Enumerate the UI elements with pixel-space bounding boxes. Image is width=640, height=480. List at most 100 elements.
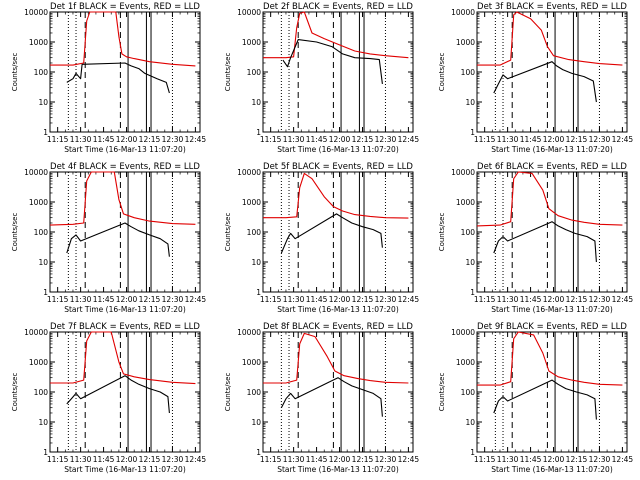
- x-tick-label: 11:15: [260, 135, 282, 144]
- x-tick-label: 12:15: [352, 295, 374, 304]
- plot-frame: [49, 11, 201, 133]
- y-tick-label: 100: [461, 228, 476, 237]
- plot-frame: [262, 331, 414, 453]
- y-tick-label: 1000: [242, 358, 261, 367]
- x-tick-label: 12:00: [543, 295, 565, 304]
- y-tick-label: 1: [470, 128, 475, 137]
- y-axis-label: Counts/sec: [224, 53, 232, 92]
- x-tick-label: 11:30: [283, 295, 305, 304]
- y-axis-label: Counts/sec: [438, 53, 446, 92]
- y-tick-label: 1000: [456, 38, 475, 47]
- plot-frame: [49, 171, 201, 293]
- lld-series-line: [263, 11, 409, 59]
- y-tick-label: 10: [38, 258, 48, 267]
- x-tick-label: 11:15: [474, 295, 496, 304]
- x-tick-label: 12:00: [329, 135, 351, 144]
- chart-panel: Det 7f BLACK = Events, RED = LLD 1 10 100 10…: [11, 322, 206, 474]
- x-tick-label: 12:30: [162, 455, 184, 464]
- chart-panel: Det 4f BLACK = Events, RED = LLD 1 10 100 10…: [11, 162, 206, 314]
- lld-series-line: [477, 331, 623, 386]
- x-tick-label: 12:30: [375, 295, 397, 304]
- y-tick-label: 1000: [29, 358, 48, 367]
- plot-frame: [476, 11, 628, 133]
- x-tick-label: 12:15: [139, 455, 161, 464]
- x-axis-label: Start Time (16-Mar-13 11:07:20): [491, 305, 613, 314]
- chart-panel: Det 3f BLACK = Events, RED = LLD 1 10 100 10…: [438, 2, 633, 154]
- chart-title: Det 5f BLACK = Events, RED = LLD: [263, 162, 413, 172]
- x-tick-label: 12:00: [116, 455, 138, 464]
- x-tick-label: 12:30: [162, 135, 184, 144]
- events-series-line: [280, 213, 383, 254]
- chart-panel: Det 8f BLACK = Events, RED = LLD 1 10 100 10…: [224, 322, 419, 474]
- x-tick-label: 11:30: [70, 135, 92, 144]
- x-tick-label: 12:45: [612, 455, 634, 464]
- y-tick-label: 10: [465, 258, 475, 267]
- x-tick-label: 11:30: [70, 455, 92, 464]
- y-axis-label: Counts/sec: [438, 373, 446, 412]
- x-tick-label: 12:00: [116, 135, 138, 144]
- chart-title: Det 3f BLACK = Events, RED = LLD: [477, 2, 627, 12]
- chart-title: Det 7f BLACK = Events, RED = LLD: [50, 322, 200, 332]
- events-series-line: [66, 222, 170, 257]
- x-tick-label: 12:15: [352, 135, 374, 144]
- x-tick-label: 11:15: [47, 295, 69, 304]
- x-tick-label: 11:15: [260, 455, 282, 464]
- x-axis-label: Start Time (16-Mar-13 11:07:20): [64, 465, 186, 474]
- y-axis-label: Counts/sec: [224, 213, 232, 252]
- events-series-line: [66, 375, 170, 414]
- plot-frame: [262, 11, 414, 133]
- x-tick-label: 12:15: [139, 135, 161, 144]
- chart-title: Det 1f BLACK = Events, RED = LLD: [50, 2, 200, 12]
- lld-series-line: [477, 11, 623, 66]
- x-tick-label: 12:00: [116, 295, 138, 304]
- x-tick-label: 11:45: [306, 135, 328, 144]
- y-axis-label: Counts/sec: [11, 53, 19, 92]
- x-axis-label: Start Time (16-Mar-13 11:07:20): [491, 465, 613, 474]
- x-tick-label: 12:45: [185, 135, 207, 144]
- x-tick-label: 11:45: [306, 455, 328, 464]
- events-series-line: [66, 62, 170, 94]
- y-tick-label: 1: [43, 448, 48, 457]
- y-tick-label: 1000: [456, 358, 475, 367]
- y-tick-label: 10: [38, 418, 48, 427]
- y-tick-label: 1000: [242, 198, 261, 207]
- y-tick-label: 10000: [24, 168, 48, 177]
- x-axis-label: Start Time (16-Mar-13 11:07:20): [491, 145, 613, 154]
- x-tick-label: 11:15: [474, 455, 496, 464]
- x-tick-label: 12:00: [329, 295, 351, 304]
- lld-series-line: [476, 171, 623, 227]
- y-axis-label: Counts/sec: [438, 213, 446, 252]
- chart-title: Det 4f BLACK = Events, RED = LLD: [50, 162, 200, 172]
- y-tick-label: 1000: [29, 198, 48, 207]
- x-tick-label: 12:45: [398, 455, 420, 464]
- x-tick-label: 11:45: [93, 135, 115, 144]
- y-tick-label: 1: [256, 448, 261, 457]
- x-tick-label: 12:15: [139, 295, 161, 304]
- y-axis-label: Counts/sec: [11, 213, 19, 252]
- y-tick-label: 10: [251, 258, 261, 267]
- x-tick-label: 12:00: [543, 455, 565, 464]
- plot-frame: [49, 331, 201, 453]
- y-tick-label: 10000: [24, 8, 48, 17]
- x-tick-label: 11:45: [306, 295, 328, 304]
- y-tick-label: 1000: [29, 38, 48, 47]
- lld-series-line: [263, 172, 409, 219]
- x-tick-label: 11:30: [283, 455, 305, 464]
- x-tick-label: 12:15: [352, 455, 374, 464]
- y-tick-label: 10000: [24, 328, 48, 337]
- chart-title: Det 9f BLACK = Events, RED = LLD: [477, 322, 627, 332]
- x-tick-label: 11:30: [497, 135, 519, 144]
- x-tick-label: 11:45: [520, 295, 542, 304]
- x-tick-label: 12:45: [398, 295, 420, 304]
- x-tick-label: 12:30: [375, 135, 397, 144]
- x-tick-label: 11:45: [520, 455, 542, 464]
- x-tick-label: 12:30: [589, 455, 611, 464]
- y-tick-label: 10000: [451, 328, 475, 337]
- plot-frame: [476, 171, 628, 293]
- chart-title: Det 8f BLACK = Events, RED = LLD: [263, 322, 413, 332]
- y-tick-label: 100: [247, 388, 262, 397]
- y-tick-label: 10000: [451, 168, 475, 177]
- x-tick-label: 11:30: [70, 295, 92, 304]
- y-tick-label: 100: [34, 228, 49, 237]
